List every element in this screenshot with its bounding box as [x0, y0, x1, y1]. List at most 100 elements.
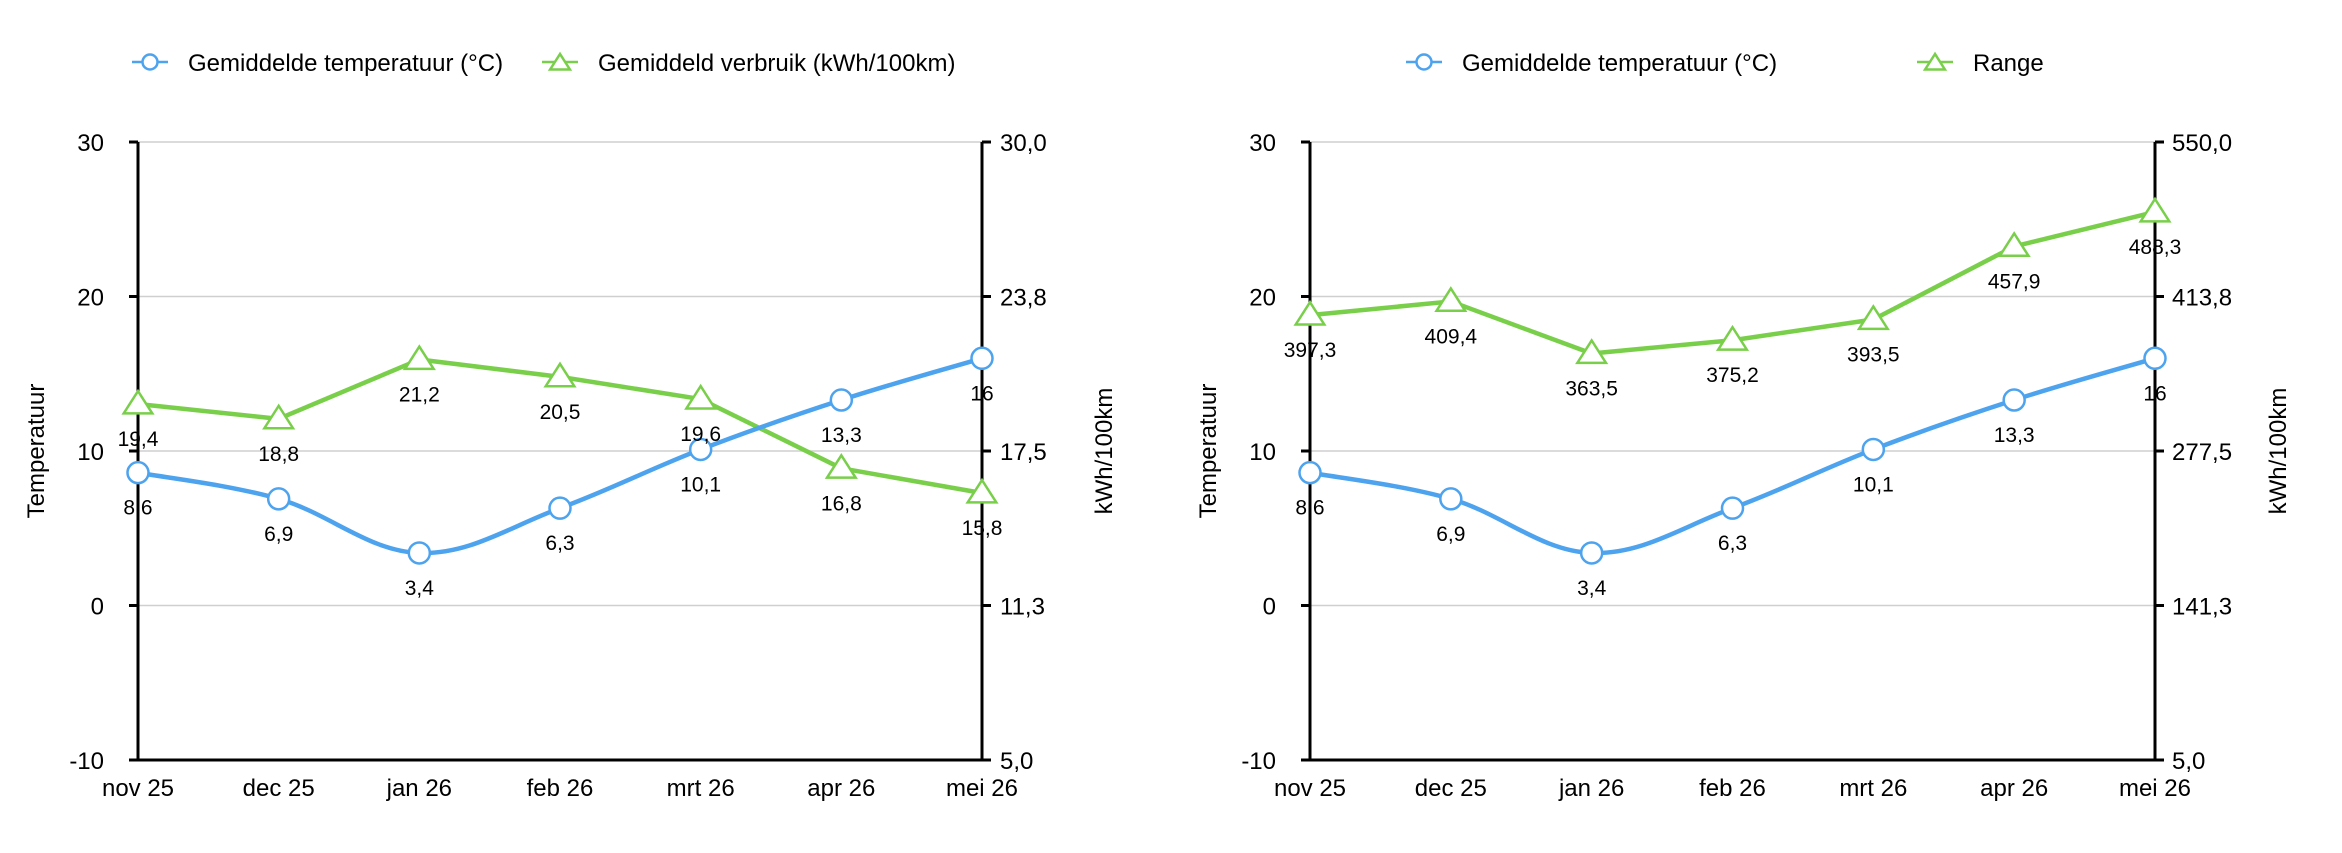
- y2-tick-label: 23,8: [1000, 285, 1047, 312]
- data-point-temperature: [1579, 541, 1604, 565]
- data-point-range: [1293, 299, 1327, 326]
- data-point-range: [2138, 196, 2172, 223]
- data-point-temperature: [970, 346, 994, 371]
- data-point-verbruik: [684, 383, 718, 410]
- y2-tick-label: 5,0: [2172, 748, 2205, 775]
- data-point-temperature: [266, 487, 291, 511]
- data-label: 457,9: [1988, 270, 2041, 293]
- x-tick-label: nov 25: [102, 775, 174, 802]
- data-point-temperature: [407, 541, 432, 565]
- data-point-range: [1997, 231, 2031, 258]
- legend-item-1[interactable]: Gemiddelde temperatuur (°C): [132, 50, 503, 77]
- data-point-verbruik: [262, 403, 296, 430]
- legend-label: Gemiddeld verbruik (kWh/100km): [598, 50, 955, 77]
- data-label: 3,4: [1577, 577, 1607, 600]
- x-tick-label: feb 26: [527, 775, 594, 802]
- y2-axis-title: kWh/100km: [2265, 388, 2292, 515]
- legend-item-1[interactable]: Gemiddelde temperatuur (°C): [1406, 50, 1777, 77]
- y-tick-label: 20: [1249, 285, 1276, 312]
- data-point-temperature: [688, 437, 713, 462]
- y2-tick-label: 413,8: [2172, 285, 2232, 312]
- data-label: 16: [970, 382, 993, 405]
- chart-2: Gemiddelde temperatuur (°C) Range 30 550,0 2…: [1195, 50, 2292, 802]
- y2-tick-label: 17,5: [1000, 439, 1047, 466]
- y2-axis-title: kWh/100km: [1091, 388, 1118, 515]
- data-label: 10,1: [680, 473, 721, 496]
- y-tick-label: 0: [91, 594, 104, 621]
- y2-tick-label: 277,5: [2172, 439, 2232, 466]
- data-point-range: [1434, 286, 1468, 313]
- y-tick-label: 10: [77, 439, 104, 466]
- y-axis-title: Temperatuur: [1195, 384, 1222, 519]
- data-point-temperature: [1298, 460, 1322, 485]
- data-label: 409,4: [1425, 325, 1478, 348]
- x-tick-label: apr 26: [807, 775, 875, 802]
- legend-triangle-marker: [547, 51, 573, 71]
- data-label: 8,6: [123, 497, 152, 520]
- y-tick-label: 20: [77, 285, 104, 312]
- x-tick-label: mei 26: [2119, 775, 2191, 802]
- data-label: 16,8: [821, 492, 862, 515]
- legend-item-2[interactable]: Range: [1917, 50, 2044, 77]
- x-tick-label: mrt 26: [667, 775, 735, 802]
- x-tick-label: jan 26: [1558, 775, 1624, 802]
- data-label: 19,6: [680, 423, 721, 446]
- legend-triangle-marker: [1922, 51, 1948, 71]
- y-tick-label: 30: [77, 130, 104, 157]
- x-tick-label: feb 26: [1699, 775, 1766, 802]
- data-label: 3,4: [405, 577, 435, 600]
- data-label: 6,9: [1436, 523, 1465, 546]
- legend-circle-marker: [1415, 53, 1433, 71]
- data-point-verbruik: [121, 388, 155, 415]
- legend-item-2[interactable]: Gemiddeld verbruik (kWh/100km): [542, 50, 955, 77]
- y2-tick-label: 11,3: [1000, 594, 1045, 621]
- data-label: 13,3: [1994, 424, 2035, 447]
- data-point-temperature: [1861, 437, 1886, 462]
- x-tick-label: dec 25: [243, 775, 315, 802]
- data-point-temperature: [548, 496, 572, 520]
- data-label: 397,3: [1284, 339, 1337, 362]
- x-tick-label: apr 26: [1980, 775, 2048, 802]
- data-point-temperature: [1720, 496, 1745, 520]
- data-label: 6,3: [545, 532, 574, 555]
- data-point-verbruik: [543, 361, 577, 388]
- data-label: 6,3: [1718, 532, 1747, 555]
- x-tick-label: nov 25: [1274, 775, 1346, 802]
- y-tick-label: 0: [1263, 594, 1276, 621]
- data-point-verbruik: [824, 452, 858, 479]
- data-label: 13,3: [821, 424, 862, 447]
- data-label: 6,9: [264, 523, 293, 546]
- data-point-temperature: [1439, 487, 1463, 511]
- data-point-temperature: [2002, 388, 2026, 412]
- data-label: 15,8: [962, 517, 1003, 540]
- data-point-range: [1575, 338, 1609, 365]
- data-label: 375,2: [1706, 364, 1759, 387]
- data-point-range: [1715, 324, 1750, 351]
- data-label: 363,5: [1565, 377, 1618, 400]
- data-point-temperature: [2143, 346, 2167, 371]
- data-label: 8,6: [1295, 497, 1324, 520]
- legend-circle-marker: [141, 53, 159, 71]
- y-tick-label: -10: [1241, 748, 1276, 775]
- data-point-verbruik: [965, 477, 999, 504]
- x-tick-label: mei 26: [946, 775, 1018, 802]
- data-label: 393,5: [1847, 343, 1900, 366]
- y2-tick-label: 5,0: [1000, 748, 1033, 775]
- x-tick-label: dec 25: [1415, 775, 1487, 802]
- y-tick-label: 10: [1249, 439, 1276, 466]
- data-label: 21,2: [399, 384, 440, 407]
- x-tick-label: mrt 26: [1839, 775, 1907, 802]
- data-point-temperature: [829, 388, 854, 412]
- data-label: 10,1: [1853, 473, 1894, 496]
- legend-label: Range: [1973, 50, 2044, 77]
- chart-1: Gemiddelde temperatuur (°C) Gemiddeld ver…: [23, 50, 1118, 802]
- y2-tick-label: 30,0: [1000, 130, 1047, 157]
- data-label: 488,3: [2129, 236, 2182, 259]
- data-label: 19,4: [118, 428, 159, 451]
- data-label: 18,8: [258, 443, 299, 466]
- y2-tick-label: 550,0: [2172, 130, 2232, 157]
- x-tick-label: jan 26: [386, 775, 452, 802]
- data-point-verbruik: [402, 344, 436, 371]
